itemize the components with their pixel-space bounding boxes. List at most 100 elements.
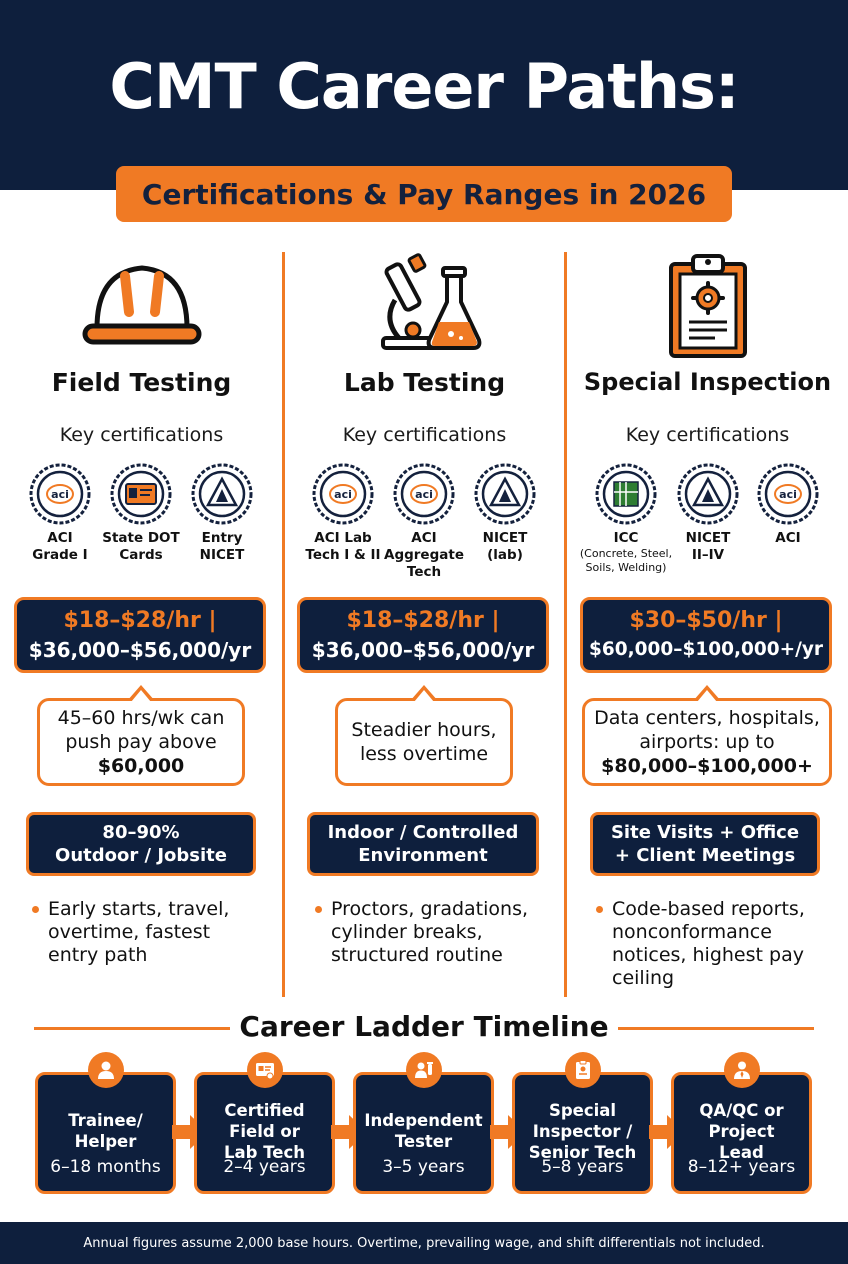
bullet-line: notices, highest pay [612,944,804,966]
pay-hourly: $18–$28/hr | [63,608,217,633]
pay-range-box: $18–$28/hr | $36,000–$56,000/yr [297,597,549,673]
step-duration: 3–5 years [382,1157,465,1177]
cert-label-line: ACI [411,530,437,546]
callout-line: 45–60 hrs/wk can [57,707,225,729]
cert-label-line: ACI Lab [314,530,372,546]
env-line: Indoor / Controlled [327,822,519,843]
person-icon [88,1052,124,1088]
column-title: Field Testing [51,368,232,397]
cert-label-line: (lab) [487,547,523,563]
step-duration: 2–4 years [223,1157,306,1177]
key-certifications-label: Key certifications [625,424,790,446]
environment-badge: 80–90% Outdoor / Jobsite [26,812,256,876]
column-field-testing: Field Testing Key certifications aci ACI… [0,250,283,1000]
environment-badge: Indoor / Controlled Environment [307,812,539,876]
cert-label-line: State DOT [102,530,180,546]
aci-seal-icon: aci [757,463,819,525]
bullet-line: entry path [48,944,148,966]
clipboard-icon [565,1052,601,1088]
step-duration: 8–12+ years [687,1157,796,1177]
callout-highlight: $60,000 [97,755,185,777]
cert-icc: ICC (Concrete, Steel, Soils, Welding) [570,462,682,575]
header-band [0,0,848,190]
step-line: Helper [74,1132,137,1151]
bullet-line: Early starts, travel, [48,898,230,920]
column-title: Lab Testing [343,368,506,397]
footer-note: Annual figures assume 2,000 base hours. … [0,1222,848,1264]
column-divider [564,252,567,997]
ladder-title: Career Ladder Timeline [239,1010,609,1043]
bullet-line: nonconformance [612,921,772,943]
cert-label-line: Cards [119,547,163,563]
env-line: Environment [358,845,488,866]
env-line: + Client Meetings [614,845,796,866]
cert-aci-lab-tech: aci ACI Lab Tech I & II [297,462,389,564]
pay-annual: $60,000–$100,000+/yr [588,639,824,660]
clipboard-gear-icon [566,250,848,362]
tester-icon [406,1052,442,1088]
ladder-step-trainee: Trainee/Helper 6–18 months [35,1072,176,1194]
cert-label-line: ICC [613,530,639,546]
cert-label-line: NICET [685,530,731,546]
aci-seal-icon: aci [393,463,455,525]
cert-aci-aggregate-tech: aci ACI Aggregate Tech [378,462,470,581]
aci-seal-icon: aci [312,463,374,525]
env-line: 80–90% [102,822,180,843]
cert-label-line: Entry [201,530,243,546]
callout-line: Data centers, hospitals, [594,707,820,729]
id-card-seal-icon [110,463,172,525]
column-special-inspection: Special Inspection Key certifications IC… [566,250,848,1000]
bullet-line: Code-based reports, [612,898,805,920]
key-certifications-label: Key certifications [59,424,224,446]
column-bullet: Early starts, travel, overtime, fastest … [32,898,272,967]
column-lab-testing: Lab Testing Key certifications aci ACI L… [283,250,566,1000]
icc-seal-icon [595,463,657,525]
cert-label-line: Grade I [32,547,88,563]
certificate-icon [247,1052,283,1088]
step-line: Senior Tech [528,1142,637,1162]
ladder-step-certified-tech: Certified Field or Lab Tech 2–4 years [194,1072,335,1194]
cert-label-line: ACI [47,530,73,546]
cert-label-line: NICET [199,547,245,563]
cert-label-line: Aggregate [384,547,464,563]
aci-seal-icon: aci [29,463,91,525]
step-line: Trainee/ [68,1111,143,1130]
pay-range-box: $18–$28/hr | $36,000–$56,000/yr [14,597,266,673]
step-line: Project [708,1121,775,1141]
step-line: Special [548,1100,617,1120]
pay-callout: 45–60 hrs/wk can push pay above $60,000 [37,685,245,786]
step-line: Independent [364,1111,483,1130]
column-bullet: Code-based reports, nonconformance notic… [596,898,846,990]
cert-aci-grade-1: aci ACI Grade I [14,462,106,564]
pay-hourly: $18–$28/hr | [346,608,500,633]
callout-line: Steadier hours, [351,719,497,741]
bullet-line: Proctors, gradations, [331,898,529,920]
pay-range-box: $30–$50/hr | $60,000–$100,000+/yr [580,597,832,673]
step-line: Tester [394,1132,453,1151]
page-title: CMT Career Paths: [109,50,739,123]
nicet-seal-icon [191,463,253,525]
cert-state-dot-cards: State DOT Cards [95,462,187,564]
pay-annual: $36,000–$56,000/yr [311,638,535,662]
step-duration: 5–8 years [541,1157,624,1177]
callout-highlight: $80,000–$100,000+ [601,755,813,777]
bullet-line: structured routine [331,944,503,966]
step-line: QA/QC or [699,1100,784,1120]
cert-nicet-2-4: NICET II–IV [662,462,754,564]
step-line: Certified [224,1100,305,1120]
cert-label-line: Tech I & II [305,547,381,563]
nicet-seal-icon [474,463,536,525]
column-title: Special Inspection [583,368,832,396]
cert-label-line: Tech [406,564,442,580]
manager-icon [724,1052,760,1088]
cert-label-line: II–IV [691,547,725,563]
bullet-line: cylinder breaks, [331,921,483,943]
callout-line: airports: up to [639,731,775,753]
pay-hourly: $30–$50/hr | [629,608,783,633]
subtitle-banner: Certifications & Pay Ranges in 2026 [116,166,732,222]
cert-label-line: NICET [482,530,528,546]
env-line: Outdoor / Jobsite [55,845,227,866]
cert-label-line: ACI [775,530,801,546]
column-bullet: Proctors, gradations, cylinder breaks, s… [315,898,560,967]
svg-text:aci: aci [334,488,352,501]
